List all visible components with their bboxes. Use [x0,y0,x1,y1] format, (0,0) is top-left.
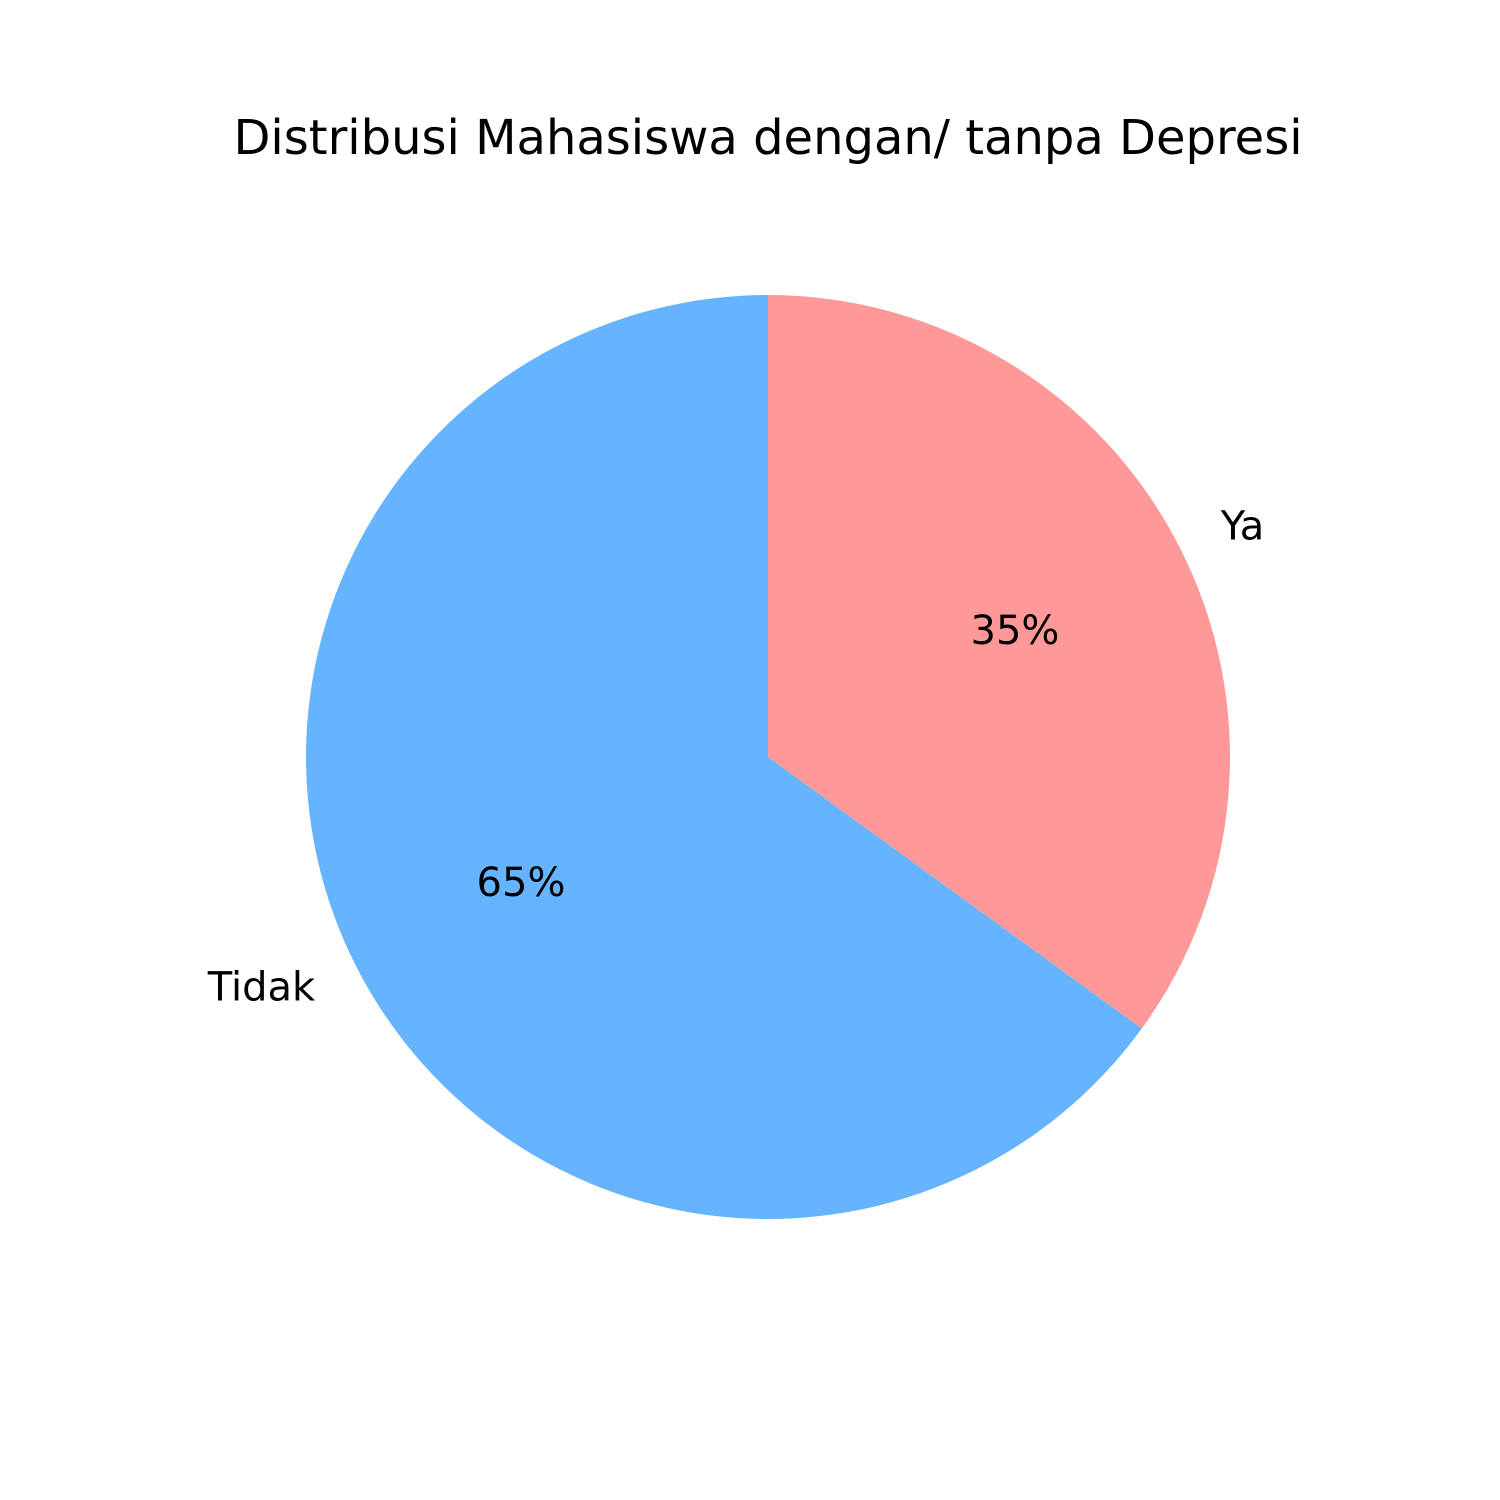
pie-labels: 35% Ya 65% Tidak [207,503,1264,1010]
slice-label-ya: Ya [1220,503,1264,549]
pie-slices [305,295,1230,1219]
chart-title: Distribusi Mahasiswa dengan/ tanpa Depre… [233,110,1302,166]
pie-slice-ya [768,295,1230,1029]
pct-label-ya: 35% [971,608,1060,654]
pct-label-tidak: 65% [477,860,566,906]
slice-label-tidak: Tidak [207,965,316,1011]
pie-slice-tidak [305,295,1142,1219]
